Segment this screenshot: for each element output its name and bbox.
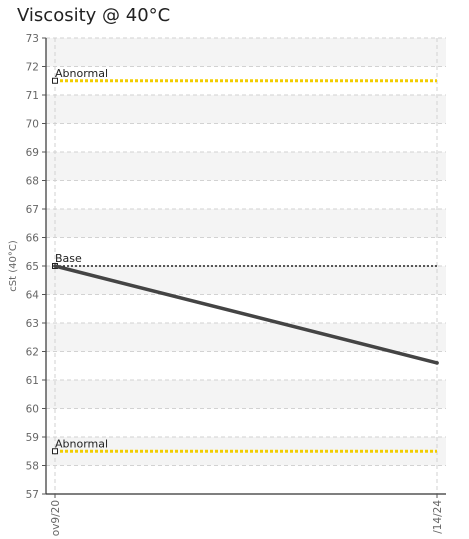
y-tick-label: 57 (26, 489, 39, 501)
y-tick-label: 63 (26, 318, 39, 330)
chart-title: Viscosity @ 40°C (17, 5, 171, 26)
y-tick-label: 58 (26, 461, 39, 473)
y-tick-label: 59 (26, 432, 39, 444)
x-tick-label: /14/24 (432, 500, 444, 534)
series-line (53, 264, 439, 365)
y-tick-label: 67 (26, 204, 39, 216)
grid-band (46, 152, 446, 181)
y-tick-label: 65 (26, 261, 39, 273)
y-tick-label: 64 (26, 290, 40, 302)
grid-band (46, 95, 446, 124)
reference-marker (52, 77, 58, 84)
y-tick-label: 70 (26, 119, 39, 131)
data-point (53, 264, 57, 268)
y-tick-label: 68 (26, 176, 39, 188)
grid-band (46, 209, 446, 238)
grid-band (46, 380, 446, 409)
grid-band (46, 38, 446, 67)
reference-line-label: Abnormal (55, 437, 108, 450)
y-tick-label: 69 (26, 147, 39, 159)
x-tick-label: ov9/20 (50, 500, 62, 536)
y-axis-label: cSt (40°C) (8, 240, 19, 292)
y-tick-label: 61 (26, 375, 39, 387)
y-tick-label: 62 (26, 347, 39, 359)
y-tick-label: 73 (26, 33, 39, 45)
y-tick-label: 66 (26, 233, 40, 245)
grid-band (46, 323, 446, 352)
data-point (435, 361, 439, 365)
y-tick-label: 72 (26, 62, 39, 74)
y-tick-label: 60 (26, 404, 39, 416)
reference-marker (52, 448, 58, 455)
reference-line-label: Base (55, 252, 82, 265)
reference-line-label: Abnormal (55, 67, 108, 80)
y-tick-label: 71 (26, 90, 39, 102)
